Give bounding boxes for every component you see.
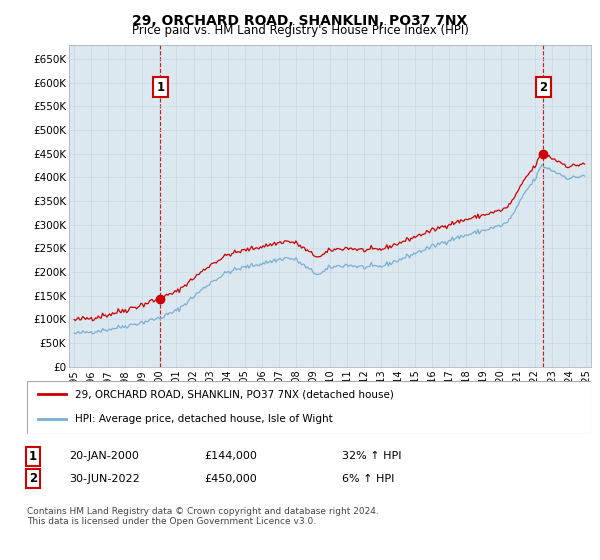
FancyBboxPatch shape: [27, 381, 591, 434]
Text: 2: 2: [539, 81, 547, 94]
Text: 30-JUN-2022: 30-JUN-2022: [69, 474, 140, 484]
Text: 1: 1: [29, 450, 37, 463]
Text: 29, ORCHARD ROAD, SHANKLIN, PO37 7NX: 29, ORCHARD ROAD, SHANKLIN, PO37 7NX: [133, 14, 467, 28]
Text: £144,000: £144,000: [204, 451, 257, 461]
Text: HPI: Average price, detached house, Isle of Wight: HPI: Average price, detached house, Isle…: [75, 414, 332, 424]
Text: Contains HM Land Registry data © Crown copyright and database right 2024.
This d: Contains HM Land Registry data © Crown c…: [27, 507, 379, 526]
Text: 20-JAN-2000: 20-JAN-2000: [69, 451, 139, 461]
Text: 32% ↑ HPI: 32% ↑ HPI: [342, 451, 401, 461]
Text: £450,000: £450,000: [204, 474, 257, 484]
Text: 2: 2: [29, 472, 37, 486]
Text: Price paid vs. HM Land Registry's House Price Index (HPI): Price paid vs. HM Land Registry's House …: [131, 24, 469, 37]
Text: 6% ↑ HPI: 6% ↑ HPI: [342, 474, 394, 484]
Text: 1: 1: [156, 81, 164, 94]
Text: 29, ORCHARD ROAD, SHANKLIN, PO37 7NX (detached house): 29, ORCHARD ROAD, SHANKLIN, PO37 7NX (de…: [75, 389, 394, 399]
